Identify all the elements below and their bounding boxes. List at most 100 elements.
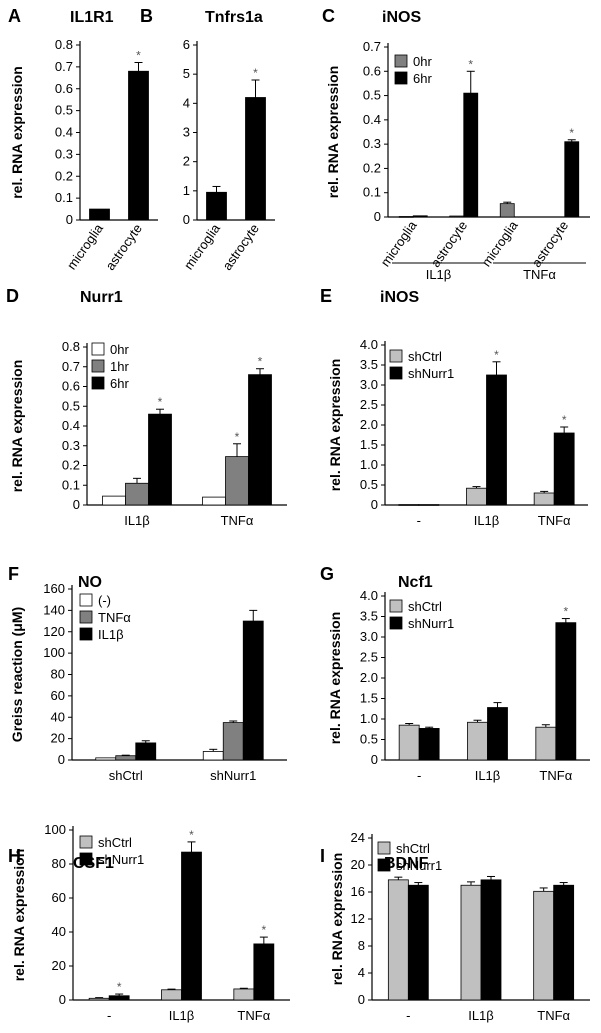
bar	[487, 707, 508, 761]
panel-letter: D	[6, 286, 19, 306]
y-tick-label: 2.0	[360, 417, 378, 432]
panel-letter: H	[8, 846, 21, 866]
panel-i: I BDNF rel. RNA expression 0 4 8 12 16 20 24 - IL1β…	[320, 830, 590, 1023]
y-tick-label: 0.6	[363, 63, 381, 78]
category-label: -	[107, 1008, 111, 1023]
y-tick-label: 100	[44, 822, 66, 837]
category-label: astrocyte	[219, 221, 262, 273]
y-tick-label: 5	[183, 66, 190, 81]
panel-letter: C	[322, 6, 335, 26]
significance-star: *	[468, 57, 473, 71]
y-tick-label: 0.8	[55, 37, 73, 52]
bar	[125, 482, 149, 506]
bar	[128, 70, 149, 221]
bar	[398, 216, 414, 218]
category-label: -	[406, 1008, 410, 1023]
panel-title: Nurr1	[80, 289, 123, 306]
bar	[407, 884, 429, 1001]
panel-d: D Nurr1 rel. RNA expression 0 0.1 0.2 0.3 0.4 0.…	[6, 286, 287, 528]
bar	[102, 495, 126, 506]
y-tick-label: 4.0	[360, 588, 378, 603]
panel-letter: E	[320, 286, 332, 306]
bar	[202, 751, 224, 761]
bar	[533, 890, 555, 1001]
y-tick-label: 60	[51, 688, 65, 703]
bar	[480, 879, 502, 1001]
panel-f: F NO Greiss reaction (μM) 0 20 40 60 80 100 120 14…	[8, 564, 287, 783]
y-axis-label: rel. RNA expression	[327, 359, 343, 492]
y-tick-label: 0	[358, 992, 365, 1007]
legend-swatch	[377, 858, 391, 872]
bar	[418, 504, 440, 506]
y-tick-label: 0.5	[360, 732, 378, 747]
y-tick-label: 80	[52, 856, 66, 871]
y-axis-label: rel. RNA expression	[9, 66, 25, 199]
category-label: IL1β	[468, 1008, 494, 1023]
legend-label: shCtrl	[396, 841, 430, 856]
legend-label: shCtrl	[98, 835, 132, 850]
legend-label: TNFα	[98, 610, 131, 625]
y-axis-label: rel. RNA expression	[329, 853, 345, 986]
bar	[499, 203, 515, 218]
y-tick-label: 0.4	[363, 112, 381, 127]
bar	[135, 742, 157, 761]
category-label: IL1β	[169, 1008, 195, 1023]
y-tick-label: 3.0	[360, 377, 378, 392]
category-label: microglia	[479, 217, 522, 269]
y-tick-label: 0.2	[363, 160, 381, 175]
bar	[467, 721, 488, 761]
legend-swatch	[79, 593, 93, 607]
y-tick-label: 1	[183, 183, 190, 198]
legend-label: (-)	[98, 593, 111, 608]
bar	[555, 622, 577, 761]
y-tick-label: 120	[43, 624, 65, 639]
y-tick-label: 0	[66, 212, 73, 227]
y-tick-label: 0	[374, 209, 381, 224]
y-tick-label: 1.0	[360, 457, 378, 472]
category-label: IL1β	[474, 513, 500, 528]
legend-swatch	[394, 54, 408, 68]
y-tick-label: 20	[51, 731, 65, 746]
y-tick-label: 0	[58, 752, 65, 767]
category-label: TNFα	[539, 768, 572, 783]
category-label: TNFα	[538, 513, 571, 528]
category-label: TNFα	[537, 1008, 570, 1023]
y-tick-label: 3	[183, 125, 190, 140]
bar	[89, 208, 110, 221]
y-axis-label: rel. RNA expression	[9, 360, 25, 493]
bar	[466, 487, 487, 506]
y-tick-label: 0.5	[360, 477, 378, 492]
y-tick-label: 40	[51, 709, 65, 724]
legend-label: shNurr1	[98, 852, 144, 867]
y-tick-label: 140	[43, 602, 65, 617]
category-label: -	[417, 513, 421, 528]
y-tick-label: 0.5	[62, 398, 80, 413]
significance-star: *	[136, 49, 141, 63]
y-tick-label: 3.0	[360, 629, 378, 644]
legend-swatch	[79, 627, 93, 641]
legend-swatch	[91, 342, 105, 356]
bar	[115, 755, 137, 761]
y-tick-label: 0.3	[62, 438, 80, 453]
legend-label: 1hr	[110, 359, 129, 374]
y-tick-label: 16	[351, 884, 365, 899]
y-tick-label: 2.5	[360, 397, 378, 412]
panel-title: BDNF	[384, 855, 429, 872]
bar	[564, 141, 580, 218]
bar	[242, 620, 264, 761]
y-axis-label: Greiss reaction (μM)	[9, 607, 25, 742]
panel-letter: G	[320, 564, 334, 584]
legend-label: IL1β	[98, 627, 124, 642]
y-tick-label: 0.6	[62, 379, 80, 394]
legend-label: shNurr1	[396, 858, 442, 873]
bar	[202, 496, 226, 506]
significance-star: *	[117, 980, 122, 994]
category-label: shCtrl	[109, 768, 143, 783]
y-tick-label: 0.7	[62, 359, 80, 374]
category-label: microglia	[378, 217, 421, 269]
significance-star: *	[562, 413, 567, 427]
bar	[412, 215, 428, 218]
legend-swatch	[91, 376, 105, 390]
